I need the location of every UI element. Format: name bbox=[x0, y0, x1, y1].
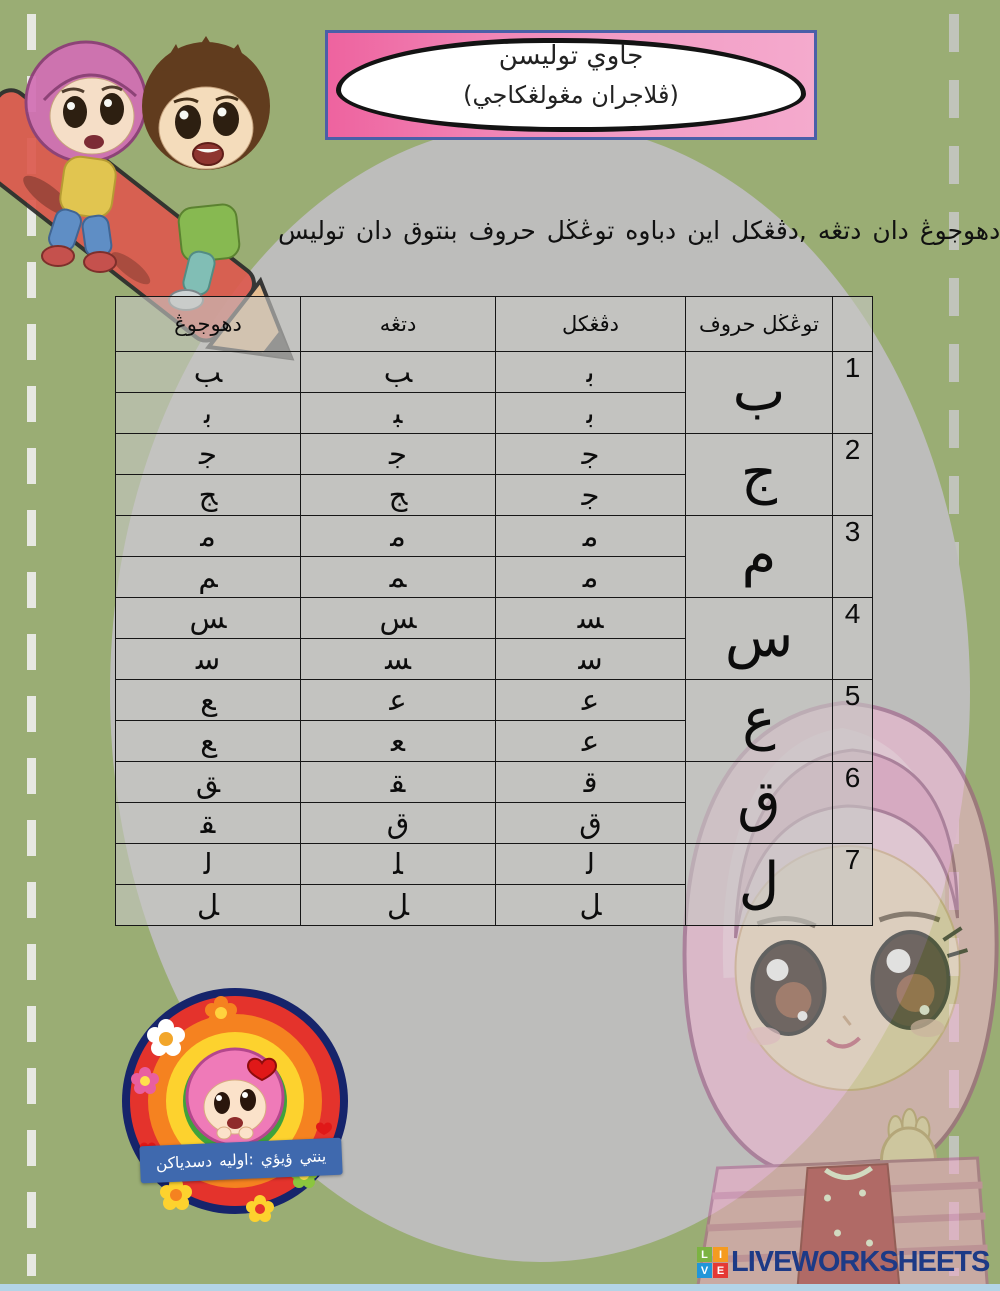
answer-cell-hujung[interactable]: ﻞ bbox=[115, 884, 301, 926]
square-i: I bbox=[713, 1247, 728, 1262]
answer-cell-hujung[interactable]: ﺑ bbox=[115, 392, 301, 434]
table-row: ﻣ ﻣ ﻣ م 3 bbox=[115, 515, 873, 598]
answer-cell-tengah[interactable]: ﺞ bbox=[300, 474, 496, 516]
table-row: ﺳ ﺴ ﺳ bbox=[115, 638, 873, 680]
huruf-tunggal-cell: ب bbox=[685, 351, 833, 434]
liveworksheets-wordmark: LIVEWORKSHEETS bbox=[731, 1246, 990, 1278]
answer-cell-tengah[interactable]: ق bbox=[300, 802, 496, 844]
answer-cell-tengah[interactable]: ﺐ bbox=[300, 351, 496, 393]
answer-cell-pangkal[interactable]: ﺑ bbox=[495, 392, 686, 434]
rainbow-credit-badge bbox=[122, 988, 348, 1222]
answer-cell-tengah[interactable]: ﻤ bbox=[300, 556, 496, 598]
row-number: 1 bbox=[832, 351, 873, 434]
liveworksheets-logo: L I V E LIVEWORKSHEETS bbox=[697, 1246, 990, 1279]
table-row: ﻢ ﻤ ﻣ bbox=[115, 556, 873, 598]
answer-cell-tengah[interactable]: ﻌ bbox=[300, 720, 496, 762]
square-l: L bbox=[697, 1247, 712, 1262]
table-row: ﻊ ﻌ ﻋ bbox=[115, 720, 873, 762]
table-row: ﺲ ﺲ ﺴ س 4 bbox=[115, 597, 873, 680]
huruf-tunggal-cell: ل bbox=[685, 843, 833, 926]
answer-cell-hujung[interactable]: ﺲ bbox=[115, 597, 301, 639]
table-row: ﺟ ﺟ ﺟ ج 2 bbox=[115, 433, 873, 516]
answer-cell-hujung[interactable]: ﺐ bbox=[115, 351, 301, 393]
left-dashed-border bbox=[27, 14, 36, 1276]
table-row: ﺞ ﺞ ﺟ bbox=[115, 474, 873, 516]
answer-cell-pangkal[interactable]: ﻗ bbox=[495, 761, 686, 803]
row-number: 5 bbox=[832, 679, 873, 762]
answer-cell-pangkal[interactable]: ﻋ bbox=[495, 720, 686, 762]
answer-cell-tengah[interactable]: ﺒ bbox=[300, 392, 496, 434]
worksheet-subtitle: (مڠولڠكاجي ڤلاجران) bbox=[463, 81, 679, 109]
row-number: 6 bbox=[832, 761, 873, 844]
answer-cell-hujung[interactable]: ﻟ bbox=[115, 843, 301, 885]
answer-cell-hujung[interactable]: ﻣ bbox=[115, 515, 301, 557]
answer-cell-hujung[interactable]: ﺳ bbox=[115, 638, 301, 680]
square-e: E bbox=[713, 1263, 728, 1278]
answer-cell-hujung[interactable]: ﻊ bbox=[115, 720, 301, 762]
row-number: 7 bbox=[832, 843, 873, 926]
liveworksheets-squares-icon: L I V E bbox=[697, 1247, 728, 1278]
answer-cell-hujung[interactable]: ﻘ bbox=[115, 802, 301, 844]
huruf-tunggal-cell: ج bbox=[685, 433, 833, 516]
answer-cell-tengah[interactable]: ﻞ bbox=[300, 884, 496, 926]
answer-cell-pangkal[interactable]: ﺟ bbox=[495, 433, 686, 475]
instruction-text: توليس دان بنتوق حروف توڠڬل دباوه اين دڤڠ… bbox=[278, 216, 1000, 245]
title-banner: توليسن جاوي (مڠولڠكاجي ڤلاجران) bbox=[325, 30, 817, 140]
table-row: ﻘ ق ق bbox=[115, 802, 873, 844]
table-row: ﺐ ﺐ ﺑ ب 1 bbox=[115, 351, 873, 434]
kids-on-pencil-illustration bbox=[0, 36, 295, 361]
answer-cell-pangkal[interactable]: ﻣ bbox=[495, 515, 686, 557]
answer-cell-tengah[interactable]: ﻣ bbox=[300, 515, 496, 557]
huruf-tunggal-cell: م bbox=[685, 515, 833, 598]
table-row: ﻖ ﻘ ﻗ ق 6 bbox=[115, 761, 873, 844]
table-row: ﻞ ﻞ ﻞ bbox=[115, 884, 873, 926]
worksheet-title: توليسن جاوي bbox=[498, 41, 644, 71]
header-tengah: دتڠه bbox=[300, 296, 496, 352]
answer-cell-tengah[interactable]: ﺟ bbox=[300, 433, 496, 475]
huruf-tunggal-cell: ع bbox=[685, 679, 833, 762]
answer-cell-hujung[interactable]: ﺞ bbox=[115, 474, 301, 516]
bottom-border-strip bbox=[0, 1284, 1000, 1291]
answer-cell-pangkal[interactable]: ﺴ bbox=[495, 597, 686, 639]
answer-cell-pangkal[interactable]: ﺑ bbox=[495, 351, 686, 393]
answer-cell-pangkal[interactable]: ﻞ bbox=[495, 884, 686, 926]
header-huruf-tunggal: حروف توڠڬل bbox=[685, 296, 833, 352]
square-v: V bbox=[697, 1263, 712, 1278]
answer-cell-tengah[interactable]: ﻋ bbox=[300, 679, 496, 721]
huruf-tunggal-cell: ق bbox=[685, 761, 833, 844]
header-number bbox=[832, 296, 873, 352]
answer-cell-hujung[interactable]: ﺟ bbox=[115, 433, 301, 475]
header-hujung: دهوجوڠ bbox=[115, 296, 301, 352]
row-number: 3 bbox=[832, 515, 873, 598]
cloud-bubble bbox=[336, 38, 806, 132]
row-number: 4 bbox=[832, 597, 873, 680]
table-header-row: دهوجوڠ دتڠه دڤڠكل حروف توڠڬل bbox=[115, 296, 873, 352]
answer-cell-pangkal[interactable]: ﺳ bbox=[495, 638, 686, 680]
answer-cell-pangkal[interactable]: ق bbox=[495, 802, 686, 844]
answer-cell-tengah[interactable]: ﻘ bbox=[300, 761, 496, 803]
row-number: 2 bbox=[832, 433, 873, 516]
header-pangkal: دڤڠكل bbox=[495, 296, 686, 352]
letter-forms-table: دهوجوڠ دتڠه دڤڠكل حروف توڠڬل ﺐ ﺐ ﺑ ب 1 ﺑ… bbox=[115, 296, 873, 926]
answer-cell-tengah[interactable]: ﺴ bbox=[300, 638, 496, 680]
huruf-tunggal-cell: س bbox=[685, 597, 833, 680]
answer-cell-pangkal[interactable]: ﻣ bbox=[495, 556, 686, 598]
answer-cell-hujung[interactable]: ﻊ bbox=[115, 679, 301, 721]
answer-cell-pangkal[interactable]: ﻋ bbox=[495, 679, 686, 721]
answer-cell-tengah[interactable]: ﻠ bbox=[300, 843, 496, 885]
answer-cell-tengah[interactable]: ﺲ bbox=[300, 597, 496, 639]
answer-cell-hujung[interactable]: ﻖ bbox=[115, 761, 301, 803]
table-row: ﻊ ﻋ ﻋ ع 5 bbox=[115, 679, 873, 762]
answer-cell-pangkal[interactable]: ﺟ bbox=[495, 474, 686, 516]
answer-cell-hujung[interactable]: ﻢ bbox=[115, 556, 301, 598]
answer-cell-pangkal[interactable]: ﻟ bbox=[495, 843, 686, 885]
table-row: ﻟ ﻠ ﻟ ل 7 bbox=[115, 843, 873, 926]
